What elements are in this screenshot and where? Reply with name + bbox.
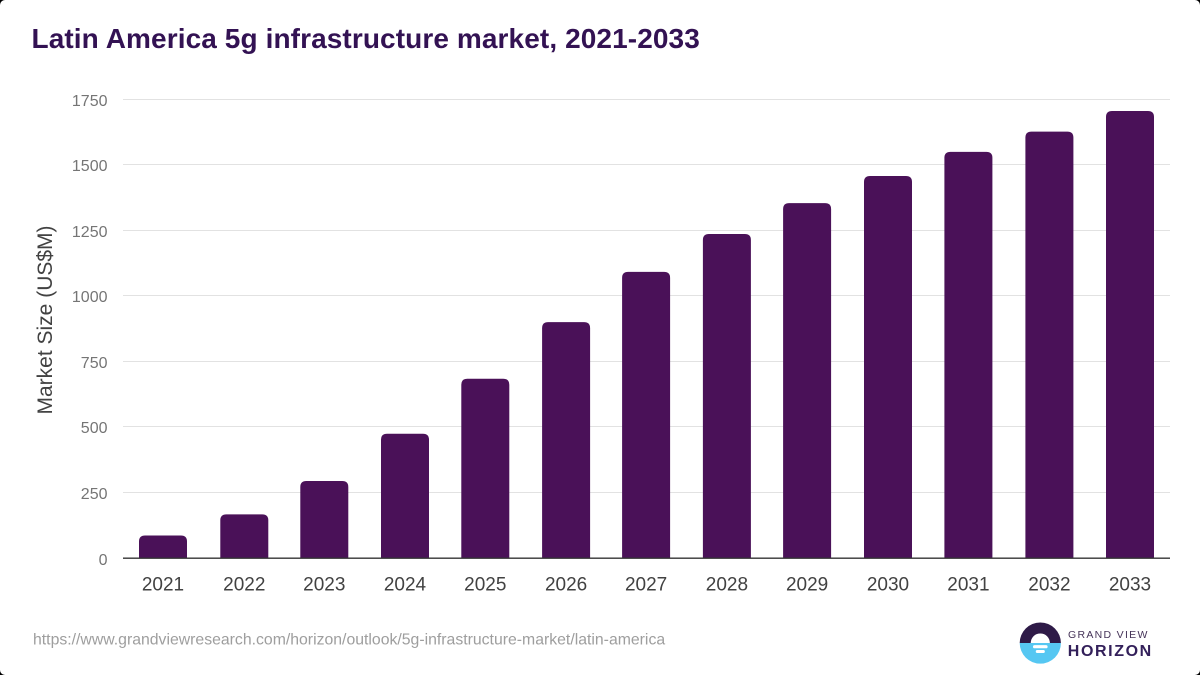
svg-text:2021: 2021 — [142, 575, 184, 596]
svg-text:2031: 2031 — [947, 575, 989, 596]
svg-text:Latin America 5g infrastructur: Latin America 5g infrastructure market, … — [32, 23, 700, 54]
svg-text:2027: 2027 — [625, 575, 667, 596]
svg-text:750: 750 — [81, 355, 108, 372]
svg-text:2023: 2023 — [303, 575, 345, 596]
svg-text:https://www.grandviewresearch.: https://www.grandviewresearch.com/horizo… — [33, 631, 665, 648]
svg-text:2030: 2030 — [867, 575, 909, 596]
svg-text:2024: 2024 — [384, 575, 427, 596]
svg-text:2028: 2028 — [706, 575, 748, 596]
svg-text:2025: 2025 — [464, 575, 506, 596]
svg-text:250: 250 — [81, 486, 108, 503]
svg-text:0: 0 — [99, 552, 108, 569]
svg-text:GRAND VIEW: GRAND VIEW — [1068, 629, 1149, 641]
svg-text:Market Size (US$M): Market Size (US$M) — [34, 225, 57, 414]
svg-text:2026: 2026 — [545, 575, 587, 596]
svg-text:2022: 2022 — [223, 575, 265, 596]
svg-text:1250: 1250 — [72, 224, 108, 241]
svg-text:500: 500 — [81, 420, 108, 437]
svg-text:1750: 1750 — [72, 93, 108, 110]
svg-text:HORIZON: HORIZON — [1068, 643, 1153, 660]
svg-text:2033: 2033 — [1109, 575, 1151, 596]
svg-text:2032: 2032 — [1028, 575, 1070, 596]
svg-text:2029: 2029 — [786, 575, 828, 596]
svg-text:1000: 1000 — [72, 289, 108, 306]
svg-text:1500: 1500 — [72, 158, 108, 175]
